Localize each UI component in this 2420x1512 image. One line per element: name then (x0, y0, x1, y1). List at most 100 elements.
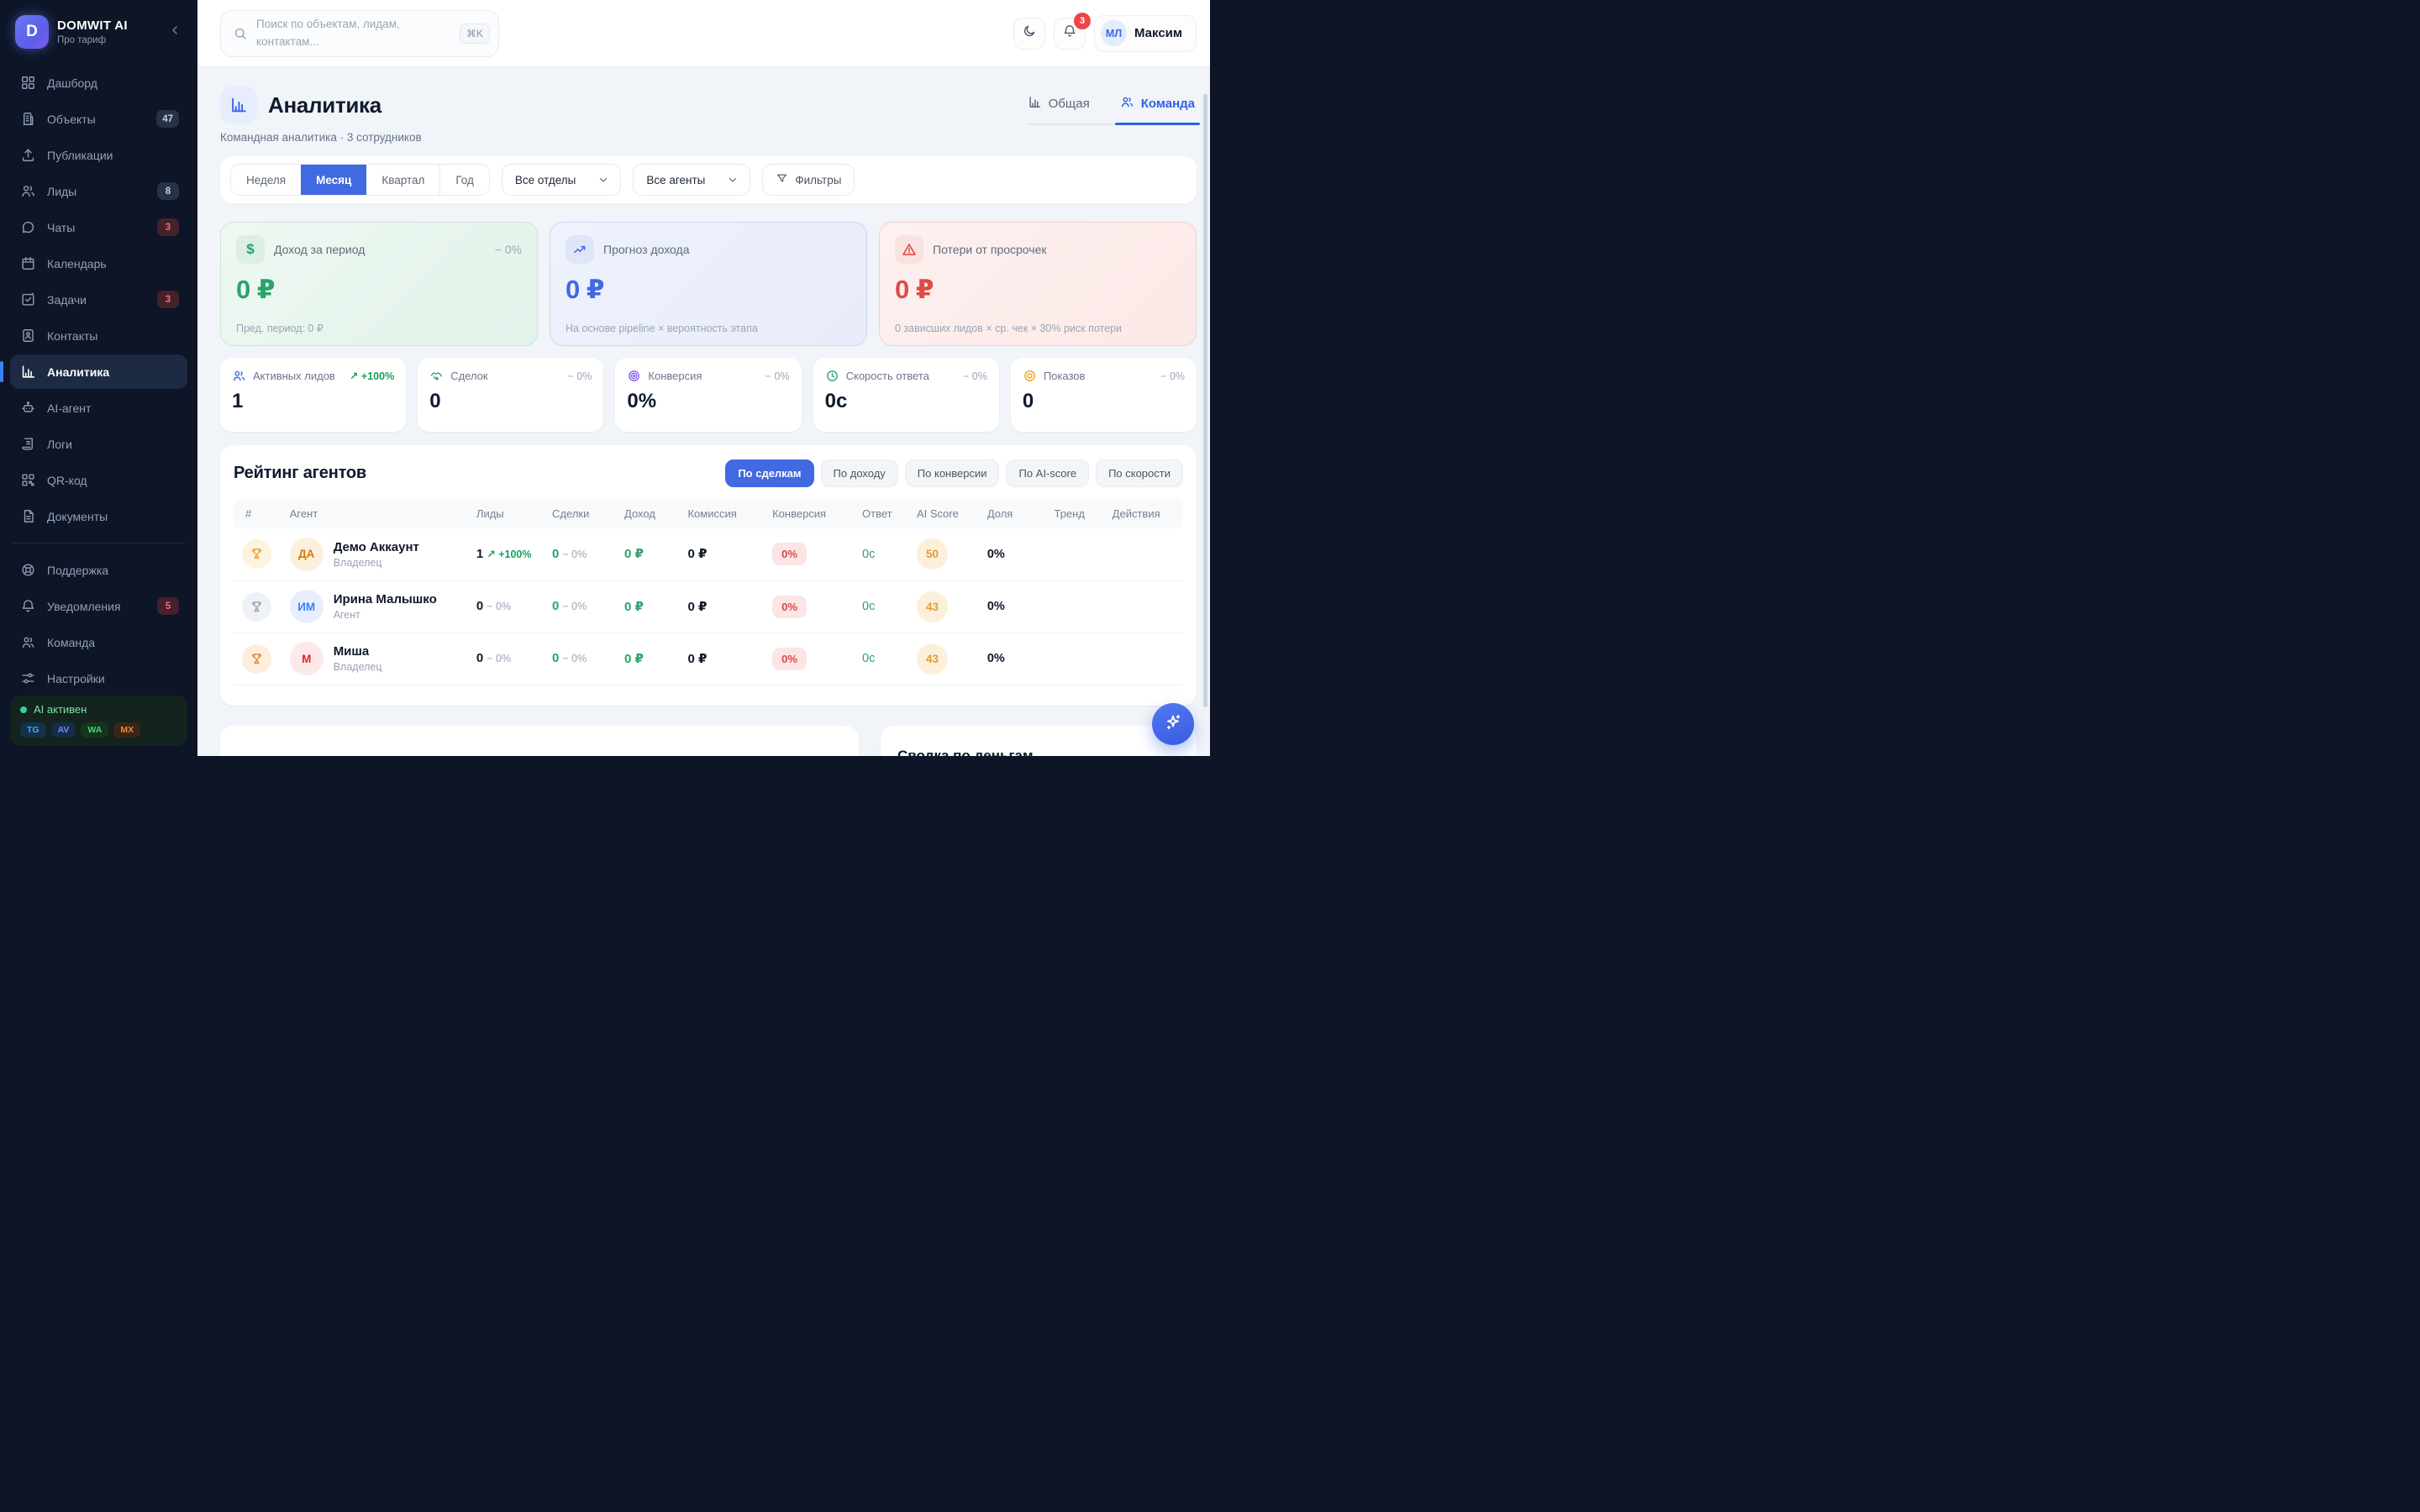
period-month-button[interactable]: Месяц (301, 165, 367, 195)
sidebar-item-support[interactable]: Поддержка (10, 553, 187, 587)
ai-score-badge: 43 (916, 591, 948, 622)
funnel-icon (776, 172, 788, 187)
agents-table: # Агент Лиды Сделки Доход Комиссия Конве… (234, 499, 1183, 705)
search-input[interactable]: Поиск по объектам, лидам, контактам... ⌘… (220, 9, 499, 57)
share-value: 0% (986, 547, 1005, 561)
sidebar-item-dashboard[interactable]: Дашборд (10, 66, 187, 100)
sidebar-item-objects[interactable]: Объекты 47 (10, 102, 187, 136)
page-subtitle: Командная аналитика · 3 сотрудников (220, 131, 422, 144)
sidebar-item-calendar[interactable]: Календарь (10, 246, 187, 281)
collapse-sidebar-button[interactable] (166, 23, 184, 41)
stat-card-response-speed: Скорость ответа − 0% 0с (813, 358, 999, 432)
col-share: Доля (980, 499, 1048, 528)
sidebar-item-label: AI-агент (47, 401, 92, 415)
sidebar-item-chats[interactable]: Чаты 3 (10, 210, 187, 244)
impressions-target-icon (1023, 369, 1037, 383)
sidebar-item-logs[interactable]: Логи (10, 427, 187, 461)
filters-button-label: Фильтры (795, 173, 842, 186)
notifications-button[interactable]: 3 (1054, 12, 1091, 50)
ai-assistant-fab[interactable] (1152, 703, 1194, 745)
sort-by-ai-score-button[interactable]: По AI-score (1006, 459, 1090, 487)
sidebar-item-label: Поддержка (47, 563, 109, 577)
page-title: Аналитика (268, 92, 381, 118)
avatar: ИМ (289, 590, 324, 623)
leads-delta: ↗ +100% (487, 548, 532, 560)
trending-up-icon (566, 235, 594, 264)
filters-button[interactable]: Фильтры (762, 164, 855, 196)
ai-score-badge: 50 (916, 538, 948, 570)
stat-delta: ↗ +100% (349, 370, 395, 382)
trophy-bronze-icon (242, 643, 271, 674)
tab-team[interactable]: Команда (1114, 95, 1201, 125)
table-row[interactable]: М Миша Владелец 0− 0% 0− 0% 0 ₽ 0 ₽ 0% 0с … (234, 632, 1183, 685)
sidebar-item-label: QR-код (47, 473, 87, 487)
stat-label: Сделок (450, 370, 488, 382)
ai-score-badge: 43 (916, 643, 948, 675)
sidebar-item-contacts[interactable]: Контакты (10, 318, 187, 353)
avatar: ДА (289, 537, 324, 571)
sidebar-item-settings[interactable]: Настройки (10, 661, 187, 696)
period-year-button[interactable]: Год (439, 165, 489, 195)
agent-name: Ирина Малышко (333, 592, 437, 606)
period-quarter-button[interactable]: Квартал (366, 165, 439, 195)
sidebar-item-leads[interactable]: Лиды 8 (10, 174, 187, 208)
search-placeholder: Поиск по объектам, лидам, контактам... (256, 18, 400, 48)
col-agent: Агент (282, 499, 470, 528)
money-summary-card: Сводка по деньгам (881, 726, 1197, 756)
rating-sort-buttons: По сделкам По доходу По конверсии По AI-… (725, 459, 1183, 487)
chat-icon (20, 219, 37, 235)
brand-block: D DOMWIT AI Про тариф (10, 12, 187, 49)
brand-logo-letter: D (26, 23, 38, 40)
robot-icon (20, 400, 37, 416)
sidebar-item-documents[interactable]: Документы (10, 499, 187, 533)
sidebar-item-label: Логи (47, 437, 72, 451)
sort-by-income-button[interactable]: По доходу (820, 459, 898, 487)
trophy-silver-icon (242, 591, 271, 622)
sort-by-deals-button[interactable]: По сделкам (725, 459, 814, 487)
sidebar-item-analytics[interactable]: Аналитика (0, 354, 187, 389)
table-row[interactable]: ДА Демо Аккаунт Владелец 1 ↗ +100% 0− 0% 0 … (234, 528, 1183, 580)
tab-general[interactable]: Общая (1028, 95, 1090, 123)
scrollbar[interactable] (1203, 94, 1207, 707)
sidebar-item-ai-agent[interactable]: AI-агент (10, 391, 187, 425)
stat-card-deals: Сделок − 0% 0 (418, 358, 604, 432)
income-value: 0 ₽ (624, 651, 644, 666)
income-value: 0 ₽ (624, 547, 644, 562)
brand-logo: D (15, 15, 49, 49)
sidebar-item-qr-code[interactable]: QR-код (10, 463, 187, 497)
agent-name: Миша (333, 644, 370, 659)
col-deals: Сделки (545, 499, 618, 528)
sidebar-item-notifications[interactable]: Уведомления 5 (10, 589, 187, 623)
channel-badge-av: AV (50, 722, 76, 738)
sidebar-item-publications[interactable]: Публикации (10, 138, 187, 172)
app-window: D DOMWIT AI Про тариф Дашборд Объекты 47… (0, 0, 1210, 756)
period-week-button[interactable]: Неделя (231, 165, 301, 195)
sidebar-item-label: Чаты (47, 220, 76, 234)
chevron-left-icon (168, 24, 182, 41)
table-row[interactable]: ИМ Ирина Малышко Агент 0− 0% 0− 0% 0 ₽ 0 ₽… (234, 580, 1183, 633)
theme-toggle-button[interactable] (1013, 17, 1045, 50)
calendar-icon (20, 255, 37, 271)
qr-code-icon (20, 472, 37, 488)
user-menu[interactable]: МЛ Максим (1094, 14, 1197, 52)
col-conversion: Конверсия (765, 499, 855, 528)
dashboard-icon (20, 75, 37, 91)
sales-funnel-card: Воронка продаж (220, 726, 859, 756)
sort-by-speed-button[interactable]: По скорости (1096, 459, 1183, 487)
sidebar-item-tasks[interactable]: Задачи 3 (10, 282, 187, 317)
stat-value: 0 (1022, 390, 1034, 412)
sidebar-item-label: Дашборд (47, 76, 97, 90)
kpi-delta: − 0% (494, 243, 522, 256)
rating-title: Рейтинг агентов (234, 464, 367, 482)
chats-count-badge: 3 (157, 218, 179, 236)
ai-active-dot (20, 706, 27, 713)
main-area: Поиск по объектам, лидам, контактам... ⌘… (197, 0, 1210, 756)
department-select[interactable]: Все отделы (501, 164, 622, 196)
commission-value: 0 ₽ (687, 651, 708, 666)
sidebar-item-team[interactable]: Команда (10, 625, 187, 659)
sort-by-conversion-button[interactable]: По конверсии (904, 459, 1000, 487)
bell-icon (20, 598, 37, 614)
agent-select[interactable]: Все агенты (633, 164, 751, 196)
leads-delta: − 0% (487, 653, 512, 664)
contact-card-icon (20, 328, 37, 344)
